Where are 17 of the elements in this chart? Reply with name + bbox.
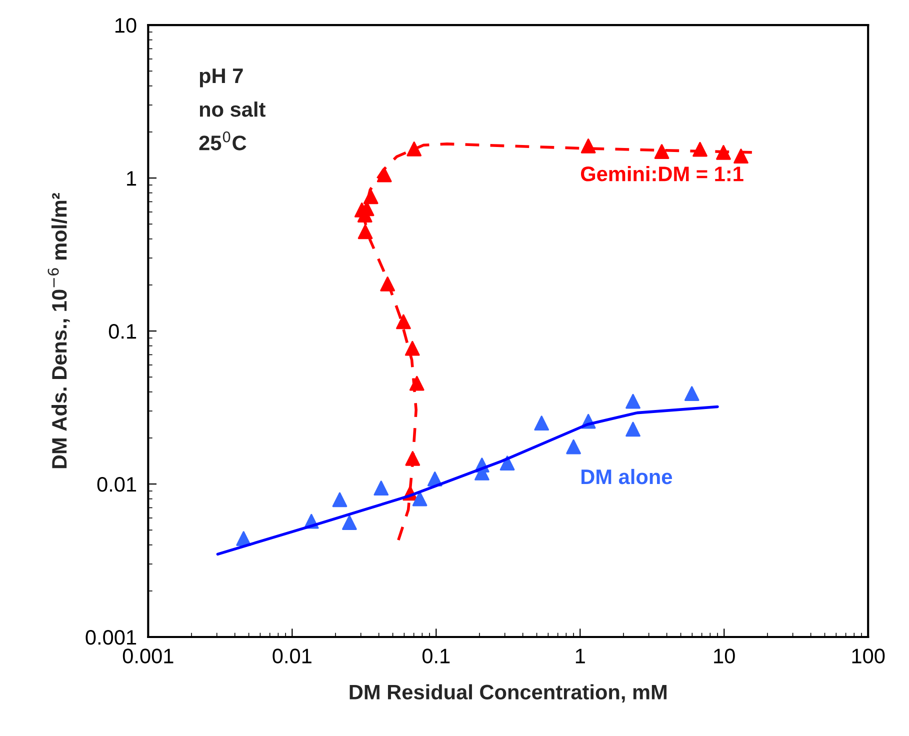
- annotation: pH 7: [200, 68, 243, 88]
- y-tick-label: 0.01: [97, 477, 136, 492]
- annotation: 25$^{0}$C: [199, 131, 246, 150]
- annotation: no salt: [200, 102, 266, 117]
- x-tick-label: 100: [852, 648, 885, 664]
- x-tick-label: 10: [714, 648, 735, 664]
- y-tick-label: 1: [127, 171, 136, 186]
- y-axis-title: DM Ads. Dens., 10$^{−6}$ mol/m²: [48, 193, 70, 468]
- x-tick-label: 0.01: [272, 648, 312, 664]
- series-label: DM alone: [582, 468, 672, 484]
- x-tick-label: 0.1: [422, 648, 450, 664]
- y-tick-label: 0.001: [86, 630, 136, 645]
- x-tick-label: 1: [576, 648, 585, 664]
- series-label: Gemini:DM = 1:1: [580, 166, 744, 182]
- y-tick-label: 10: [115, 18, 136, 33]
- y-tick-label: 0.1: [108, 324, 136, 339]
- x-axis-title: DM Residual Concentration, mM: [350, 684, 666, 703]
